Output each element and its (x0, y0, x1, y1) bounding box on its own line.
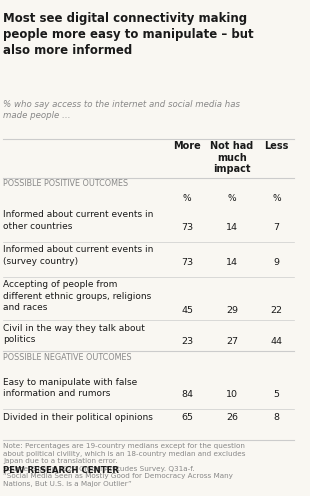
Text: 73: 73 (181, 258, 193, 267)
Text: 29: 29 (226, 306, 238, 315)
Text: POSSIBLE NEGATIVE OUTCOMES: POSSIBLE NEGATIVE OUTCOMES (3, 353, 132, 362)
Text: More: More (173, 141, 201, 151)
Text: 14: 14 (226, 223, 238, 232)
Text: 9: 9 (273, 258, 279, 267)
Text: % who say access to the internet and social media has
made people …: % who say access to the internet and soc… (3, 100, 240, 120)
Text: 73: 73 (181, 223, 193, 232)
Text: %: % (228, 194, 236, 203)
Text: Easy to manipulate with false
information and rumors: Easy to manipulate with false informatio… (3, 378, 137, 398)
Text: Divided in their political opinions: Divided in their political opinions (3, 413, 153, 422)
Text: Note: Percentages are 19-country medians except for the question
about political: Note: Percentages are 19-country medians… (3, 443, 246, 487)
Text: 65: 65 (181, 413, 193, 422)
Text: 45: 45 (181, 306, 193, 315)
Text: 26: 26 (226, 413, 238, 422)
Text: POSSIBLE POSITIVE OUTCOMES: POSSIBLE POSITIVE OUTCOMES (3, 180, 128, 188)
Text: 14: 14 (226, 258, 238, 267)
Text: 22: 22 (270, 306, 282, 315)
Text: 23: 23 (181, 337, 193, 346)
Text: 5: 5 (273, 390, 279, 399)
Text: Informed about current events in
(survey country): Informed about current events in (survey… (3, 246, 153, 265)
Text: Less: Less (264, 141, 289, 151)
Text: 44: 44 (270, 337, 282, 346)
Text: PEW RESEARCH CENTER: PEW RESEARCH CENTER (3, 466, 119, 475)
Text: 27: 27 (226, 337, 238, 346)
Text: 10: 10 (226, 390, 238, 399)
Text: %: % (272, 194, 281, 203)
Text: Most see digital connectivity making
people more easy to manipulate – but
also m: Most see digital connectivity making peo… (3, 12, 254, 57)
Text: Informed about current events in
other countries: Informed about current events in other c… (3, 210, 153, 231)
Text: Civil in the way they talk about
politics: Civil in the way they talk about politic… (3, 324, 145, 344)
Text: Not had
much
impact: Not had much impact (210, 141, 254, 174)
Text: 8: 8 (273, 413, 279, 422)
Text: 7: 7 (273, 223, 279, 232)
Text: %: % (183, 194, 192, 203)
Text: Accepting of people from
different ethnic groups, religions
and races: Accepting of people from different ethni… (3, 280, 151, 311)
Text: 84: 84 (181, 390, 193, 399)
